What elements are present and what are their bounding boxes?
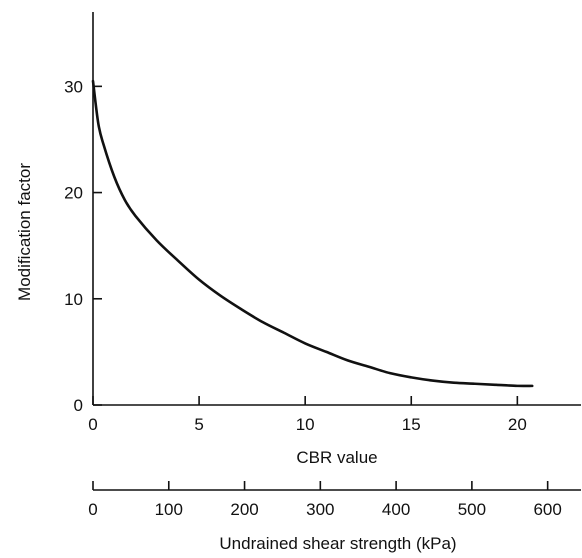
x-tick-label: 10 [296,415,315,434]
x-tick-label: 20 [508,415,527,434]
secondary-x-tick-label: 400 [382,500,410,519]
secondary-x-tick-label: 100 [155,500,183,519]
y-tick-label: 10 [64,290,83,309]
secondary-x-tick-label: 300 [306,500,334,519]
secondary-x-tick-label: 0 [88,500,97,519]
secondary-x-tick-label: 500 [458,500,486,519]
data-series [91,79,534,388]
secondary-x-tick-label: 600 [533,500,561,519]
axes [92,12,581,491]
y-tick-label: 20 [64,184,83,203]
tick-marks [92,85,549,490]
secondary-x-tick-label: 200 [230,500,258,519]
y-tick-label: 0 [74,396,83,415]
x-tick-label: 0 [88,415,97,434]
x-tick-label: 5 [194,415,203,434]
x-axis-title: CBR value [296,448,377,467]
y-tick-label: 30 [64,77,83,96]
x-tick-label: 15 [402,415,421,434]
y-axis-title: Modification factor [15,163,34,301]
secondary-x-axis-title: Undrained shear strength (kPa) [219,534,456,553]
series-line [91,79,534,388]
